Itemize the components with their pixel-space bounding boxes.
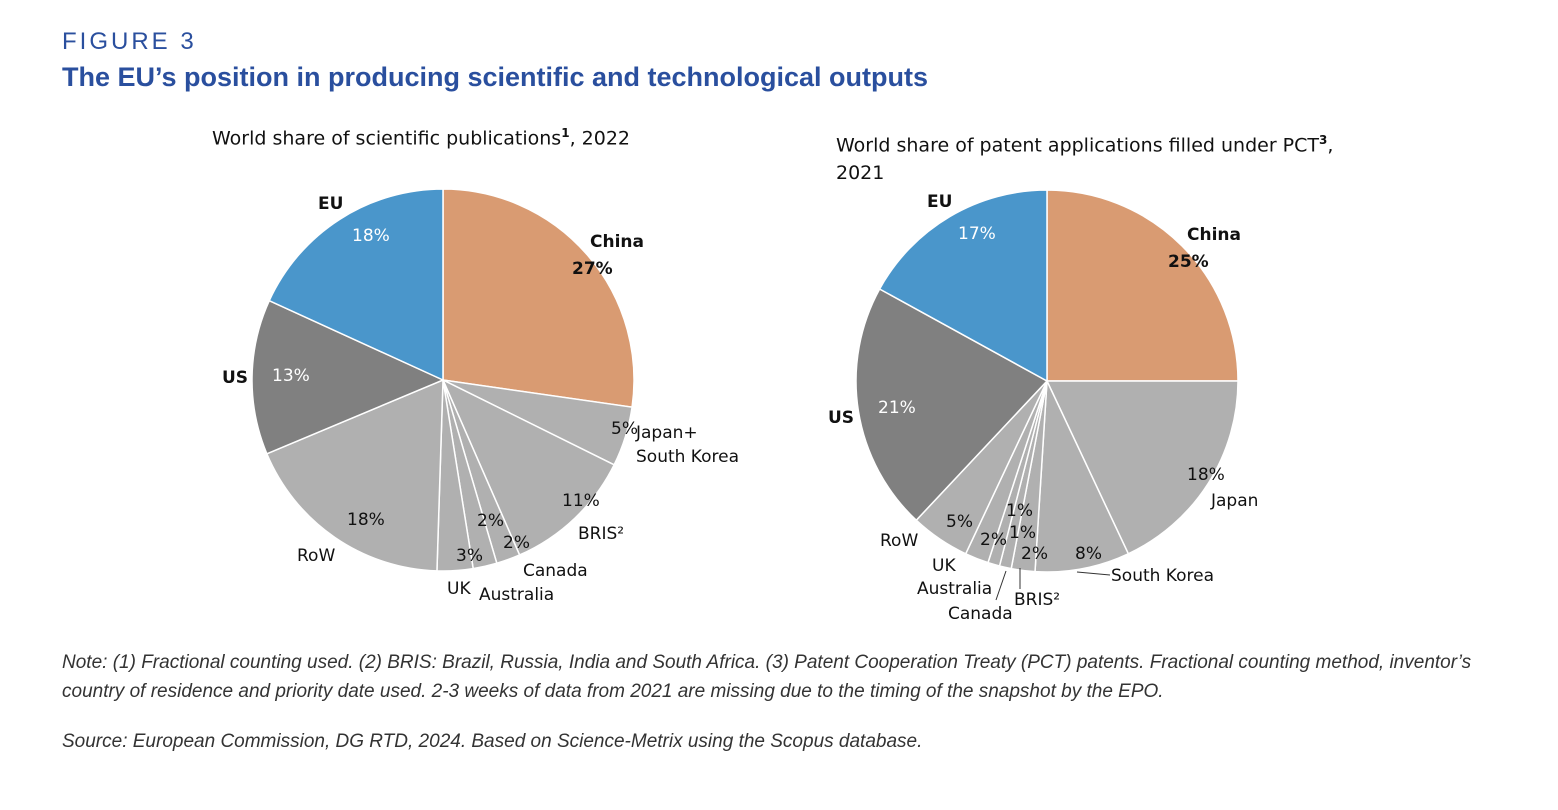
slice-eu: [878, 189, 1048, 383]
chart-2-title-line2: 2021: [836, 162, 885, 185]
slice-us: [251, 299, 445, 455]
category-label-japan: Japan: [1210, 491, 1258, 511]
category-label-australia: Australia: [917, 579, 992, 599]
value-label-eu: 18%: [352, 226, 390, 246]
chart-1-title-sup: 1: [561, 126, 570, 140]
category-label-australia: Australia: [479, 585, 554, 605]
value-label-australia: 1%: [1006, 501, 1033, 521]
category-label-china: China: [590, 232, 644, 252]
value-label-bris: 2%: [1021, 544, 1048, 564]
chart-2-title-sup: 3: [1319, 133, 1328, 147]
category-label-row: RoW: [297, 546, 335, 566]
figure-note: Note: (1) Fractional counting used. (2) …: [62, 652, 1472, 702]
chart-2-title-text: World share of patent applications fille…: [836, 134, 1319, 157]
figure-source: Source: European Commission, DG RTD, 202…: [62, 731, 923, 752]
figure-label: FIGURE 3: [62, 28, 197, 55]
pie-chart-1: 27% 5% 11% 2%2% 3% 18% 13% 18% China Japan+ South …: [222, 188, 739, 605]
category-label-canada: Canada: [948, 604, 1013, 624]
chart-2-title: World share of patent applications fille…: [836, 126, 1356, 187]
category-label-us: US: [222, 368, 248, 388]
value-label-japan-south-korea: 5%: [611, 419, 638, 439]
value-label-canada: 2%: [503, 533, 530, 553]
leader-line: [995, 570, 1007, 601]
leader-line: [1076, 571, 1111, 576]
category-label-japan-south-korea: Japan+ South Korea: [635, 423, 739, 467]
category-label-row: RoW: [880, 531, 918, 551]
value-label-row: 5%: [946, 512, 973, 532]
slice-bris: [441, 378, 616, 556]
value-label-china: 27%: [572, 259, 613, 279]
slice-eu: [268, 188, 444, 382]
value-label-us: 21%: [878, 398, 916, 418]
slice-row: [265, 378, 444, 572]
category-label-us: US: [828, 408, 854, 428]
value-label-australia: 2%: [477, 511, 504, 531]
slice-china: [1046, 189, 1239, 382]
category-label-bris: BRIS²: [1014, 590, 1060, 610]
chart-1-title-suffix: , 2022: [569, 127, 630, 150]
category-label-eu: EU: [318, 194, 343, 214]
value-label-us: 13%: [272, 366, 310, 386]
figure-title: The EU’s position in producing scientifi…: [62, 62, 929, 92]
chart-1-title: World share of scientific publications1,…: [212, 126, 630, 149]
category-label-uk: UK: [447, 579, 471, 599]
category-label-uk: UK: [932, 556, 956, 576]
slice-japan: [1045, 380, 1239, 555]
category-label-south-korea: South Korea: [1111, 566, 1214, 586]
value-label-eu: 17%: [958, 224, 996, 244]
value-label-bris: 11%: [562, 491, 600, 511]
slice-south-korea: [1034, 380, 1130, 573]
value-label-canada: 1%: [1009, 523, 1036, 543]
category-label-canada: Canada: [523, 561, 588, 581]
value-label-uk: 3%: [456, 546, 483, 566]
value-label-china: 25%: [1168, 252, 1209, 272]
category-label-eu: EU: [927, 192, 952, 212]
value-label-japan: 18%: [1187, 465, 1225, 485]
slice-china: [442, 188, 635, 409]
value-label-uk: 2%: [980, 530, 1007, 550]
category-label-china: China: [1187, 225, 1241, 245]
chart-2-title-suffix: ,: [1327, 134, 1334, 157]
slice-us: [855, 287, 1049, 522]
category-label-bris: BRIS²: [578, 524, 624, 544]
pie-chart-2: 25%18%8%2%1%1%2%5%21%17% ChinaJapanSouth …: [828, 189, 1258, 624]
chart-1-title-text: World share of scientific publications: [212, 127, 562, 150]
value-label-row: 18%: [347, 510, 385, 530]
value-label-south-korea: 8%: [1075, 544, 1102, 564]
